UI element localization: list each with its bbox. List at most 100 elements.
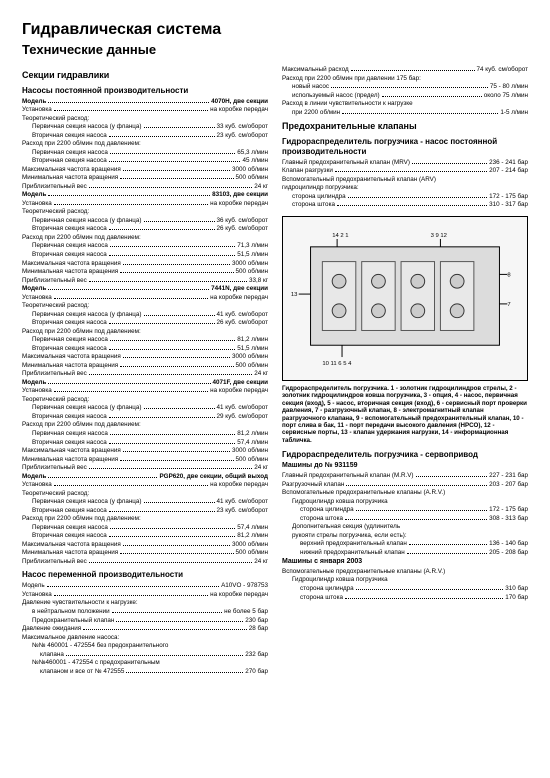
serial-range-2: №№460001 - 472554 с предохранительным — [22, 659, 268, 668]
flow-2200-175bar: Расход при 2200 об/мин при давлении 175 … — [282, 75, 528, 84]
page-subtitle: Технические данные — [22, 42, 528, 58]
secondary-flow: Вторичная секция насоса45 л/мин — [22, 157, 268, 166]
flow-2200: Расход при 2200 об/мин под давлением: — [22, 421, 268, 430]
secondary-flow: Вторичная секция насоса81,2 л/мин — [22, 532, 268, 541]
theoretical-flow: Теоретический расход: — [22, 208, 268, 217]
min-rpm: Минимальная частота вращения500 об/мин — [22, 456, 268, 465]
weight: Приблизительный вес24 кг — [22, 558, 268, 567]
arv-2003: Вспомогательные предохранительные клапан… — [282, 568, 528, 577]
right-column: Максимальный расход74 куб. см/оборот Рас… — [282, 66, 528, 676]
theoretical-flow: Теоретический расход: — [22, 115, 268, 124]
primary-section: Первичная секция насоса (у фланца)41 куб… — [22, 404, 268, 413]
svg-text:14 2 1: 14 2 1 — [332, 233, 348, 239]
primary-flow: Первичная секция насоса81,2 л/мин — [22, 336, 268, 345]
svg-text:8: 8 — [507, 272, 511, 278]
install-row: Установкана коробке передач — [22, 481, 268, 490]
arv: Вспомогательный предохранительный клапан… — [282, 176, 528, 185]
secondary-section: Вторичная секция насоса23 куб. см/оборот — [22, 132, 268, 141]
ls-line-flow-2: при 2200 об/мин1-5 л/мин — [282, 109, 528, 118]
valve-diagram: 14 2 1 3 9 12 13 8 7 10 11 6 5 4 — [282, 216, 528, 381]
new-pump: новый насос75 - 80 л/мин — [282, 83, 528, 92]
min-rpm: Минимальная частота вращения500 об/мин — [22, 174, 268, 183]
upper-relief: верхний предохранительный клапан136 - 14… — [282, 540, 528, 549]
hydraulic-sections-heading: Секции гидравлики — [22, 70, 268, 81]
install-row: Установкана коробке передач — [22, 591, 268, 600]
serial-range-1: №№ 460001 - 472554 без предохранительног… — [22, 642, 268, 651]
primary-flow: Первичная секция насоса81,2 л/мин — [22, 430, 268, 439]
weight: Приблизительный вес24 кг — [22, 183, 268, 192]
cylinder-side: сторона цилиндра172 - 175 бар — [282, 193, 528, 202]
constant-pumps-heading: Насосы постоянной производительности — [22, 86, 268, 96]
content-columns: Секции гидравлики Насосы постоянной прои… — [22, 66, 528, 676]
theoretical-flow: Теоретический расход: — [22, 302, 268, 311]
serial-range-2-val: клапаном и все от № 472555270 бар — [22, 668, 268, 677]
max-rpm: Максимальная частота вращения3000 об/мин — [22, 541, 268, 550]
cyl-side-2003: сторона цилиндра310 бар — [282, 585, 528, 594]
unload-valve: Клапан разгрузки207 - 214 бар — [282, 167, 528, 176]
secondary-section: Вторичная секция насоса26 куб. см/оборот — [22, 225, 268, 234]
min-rpm: Минимальная частота вращения500 об/мин — [22, 268, 268, 277]
lower-relief: нижний предохранительный клапан205 - 208… — [282, 549, 528, 558]
max-rpm: Максимальная частота вращения3000 об/мин — [22, 447, 268, 456]
theoretical-flow: Теоретический расход: — [22, 490, 268, 499]
ls-line-flow-1: Расход в линии чувствительности к нагруз… — [282, 100, 528, 109]
install-row: Установкана коробке передач — [22, 106, 268, 115]
max-rpm: Максимальная частота вращения3000 об/мин — [22, 259, 268, 268]
servo-arv: Вспомогательные предохранительные клапан… — [282, 489, 528, 498]
secondary-flow: Вторичная секция насоса51,5 л/мин — [22, 251, 268, 260]
install-row: Установкана коробке передач — [22, 294, 268, 303]
servo-heading: Гидрораспределитель погрузчика - сервопр… — [282, 450, 528, 460]
model-row: МодельPGP620, две секции, общий выход — [22, 473, 268, 482]
model-row: Модель83103, две секции — [22, 191, 268, 200]
weight: Приблизительный вес24 кг — [22, 464, 268, 473]
diagram-caption: Гидрораспределитель погрузчика. 1 - золо… — [282, 385, 528, 445]
primary-flow: Первичная секция насоса71,3 л/мин — [22, 242, 268, 251]
used-pump: используемый насос (предел)около 75 л/ми… — [282, 92, 528, 101]
extra-section-1: Дополнительная секция (удлинитель — [282, 523, 528, 532]
max-pump-pressure: Максимальное давление насоса: — [22, 634, 268, 643]
model-row: МодельA10VO - 978753 — [22, 582, 268, 591]
mrv: Главный предохранительный клапан (MRV)23… — [282, 159, 528, 168]
machines-before: Машины до № 931159 — [282, 462, 528, 471]
load-sense-pressure: Давление чувствительности к нагрузке: — [22, 599, 268, 608]
flow-2200: Расход при 2200 об/мин под давлением: — [22, 234, 268, 243]
primary-flow: Первичная секция насоса65,3 л/мин — [22, 149, 268, 158]
loader-valve-heading: Гидрораспределитель погрузчика - насос п… — [282, 137, 528, 157]
max-rpm: Максимальная частота вращения3000 об/мин — [22, 166, 268, 175]
variable-pump-heading: Насос переменной производительности — [22, 570, 268, 580]
serial-range-1-val: клапана232 бар — [22, 651, 268, 660]
rod-side-2003: сторона штока170 бар — [282, 593, 528, 602]
page-title: Гидравлическая система — [22, 20, 528, 40]
primary-flow: Первичная секция насоса57,4 л/мин — [22, 524, 268, 533]
bucket-cyl: Гидроцилиндр ковша погрузчика — [282, 498, 528, 507]
primary-section: Первичная секция насоса (у фланца)41 куб… — [22, 498, 268, 507]
install-row: Установкана коробке передач — [22, 387, 268, 396]
model-row: Модель4070Н, две секции — [22, 98, 268, 107]
max-flow: Максимальный расход74 куб. см/оборот — [282, 66, 528, 75]
primary-section: Первичная секция насоса (у фланца)41 куб… — [22, 311, 268, 320]
svg-text:7: 7 — [507, 302, 510, 308]
flow-2200: Расход при 2200 об/мин под давлением: — [22, 328, 268, 337]
servo-mrv: Главный предохранительный клапан (M.R.V)… — [282, 472, 528, 481]
secondary-flow: Вторичная секция насоса57,4 л/мин — [22, 439, 268, 448]
bucket-cyl-2003: Гидроцилиндр ковша погрузчика — [282, 576, 528, 585]
relief-valves-heading: Предохранительные клапаны — [282, 121, 528, 132]
svg-text:3 9 12: 3 9 12 — [431, 233, 447, 239]
machines-from-2003: Машины с января 2003 — [282, 558, 528, 567]
weight: Приблизительный вес24 кг — [22, 370, 268, 379]
neutral-pos: в нейтральном положениине более 5 бар — [22, 608, 268, 617]
secondary-section: Вторичная секция насоса23 куб. см/оборот — [22, 507, 268, 516]
standby-pressure: Давление ожидания28 бар — [22, 625, 268, 634]
secondary-section: Вторичная секция насоса26 куб. см/оборот — [22, 319, 268, 328]
min-rpm: Минимальная частота вращения500 об/мин — [22, 549, 268, 558]
rod-side: сторона штока310 - 317 бар — [282, 201, 528, 210]
valve-diagram-svg: 14 2 1 3 9 12 13 8 7 10 11 6 5 4 — [283, 217, 527, 380]
weight: Приблизительный вес33,8 кг — [22, 277, 268, 286]
flow-2200: Расход при 2200 об/мин под давлением: — [22, 515, 268, 524]
rod-side: сторона штока308 - 313 бар — [282, 515, 528, 524]
extra-section-2: рукояти стрелы погрузчика, если есть): — [282, 532, 528, 541]
cyl-side: сторона цилиндра172 - 175 бар — [282, 506, 528, 515]
primary-section: Первичная секция насоса (у фланца)33 куб… — [22, 123, 268, 132]
max-rpm: Максимальная частота вращения3000 об/мин — [22, 353, 268, 362]
flow-2200: Расход при 2200 об/мин под давлением: — [22, 140, 268, 149]
